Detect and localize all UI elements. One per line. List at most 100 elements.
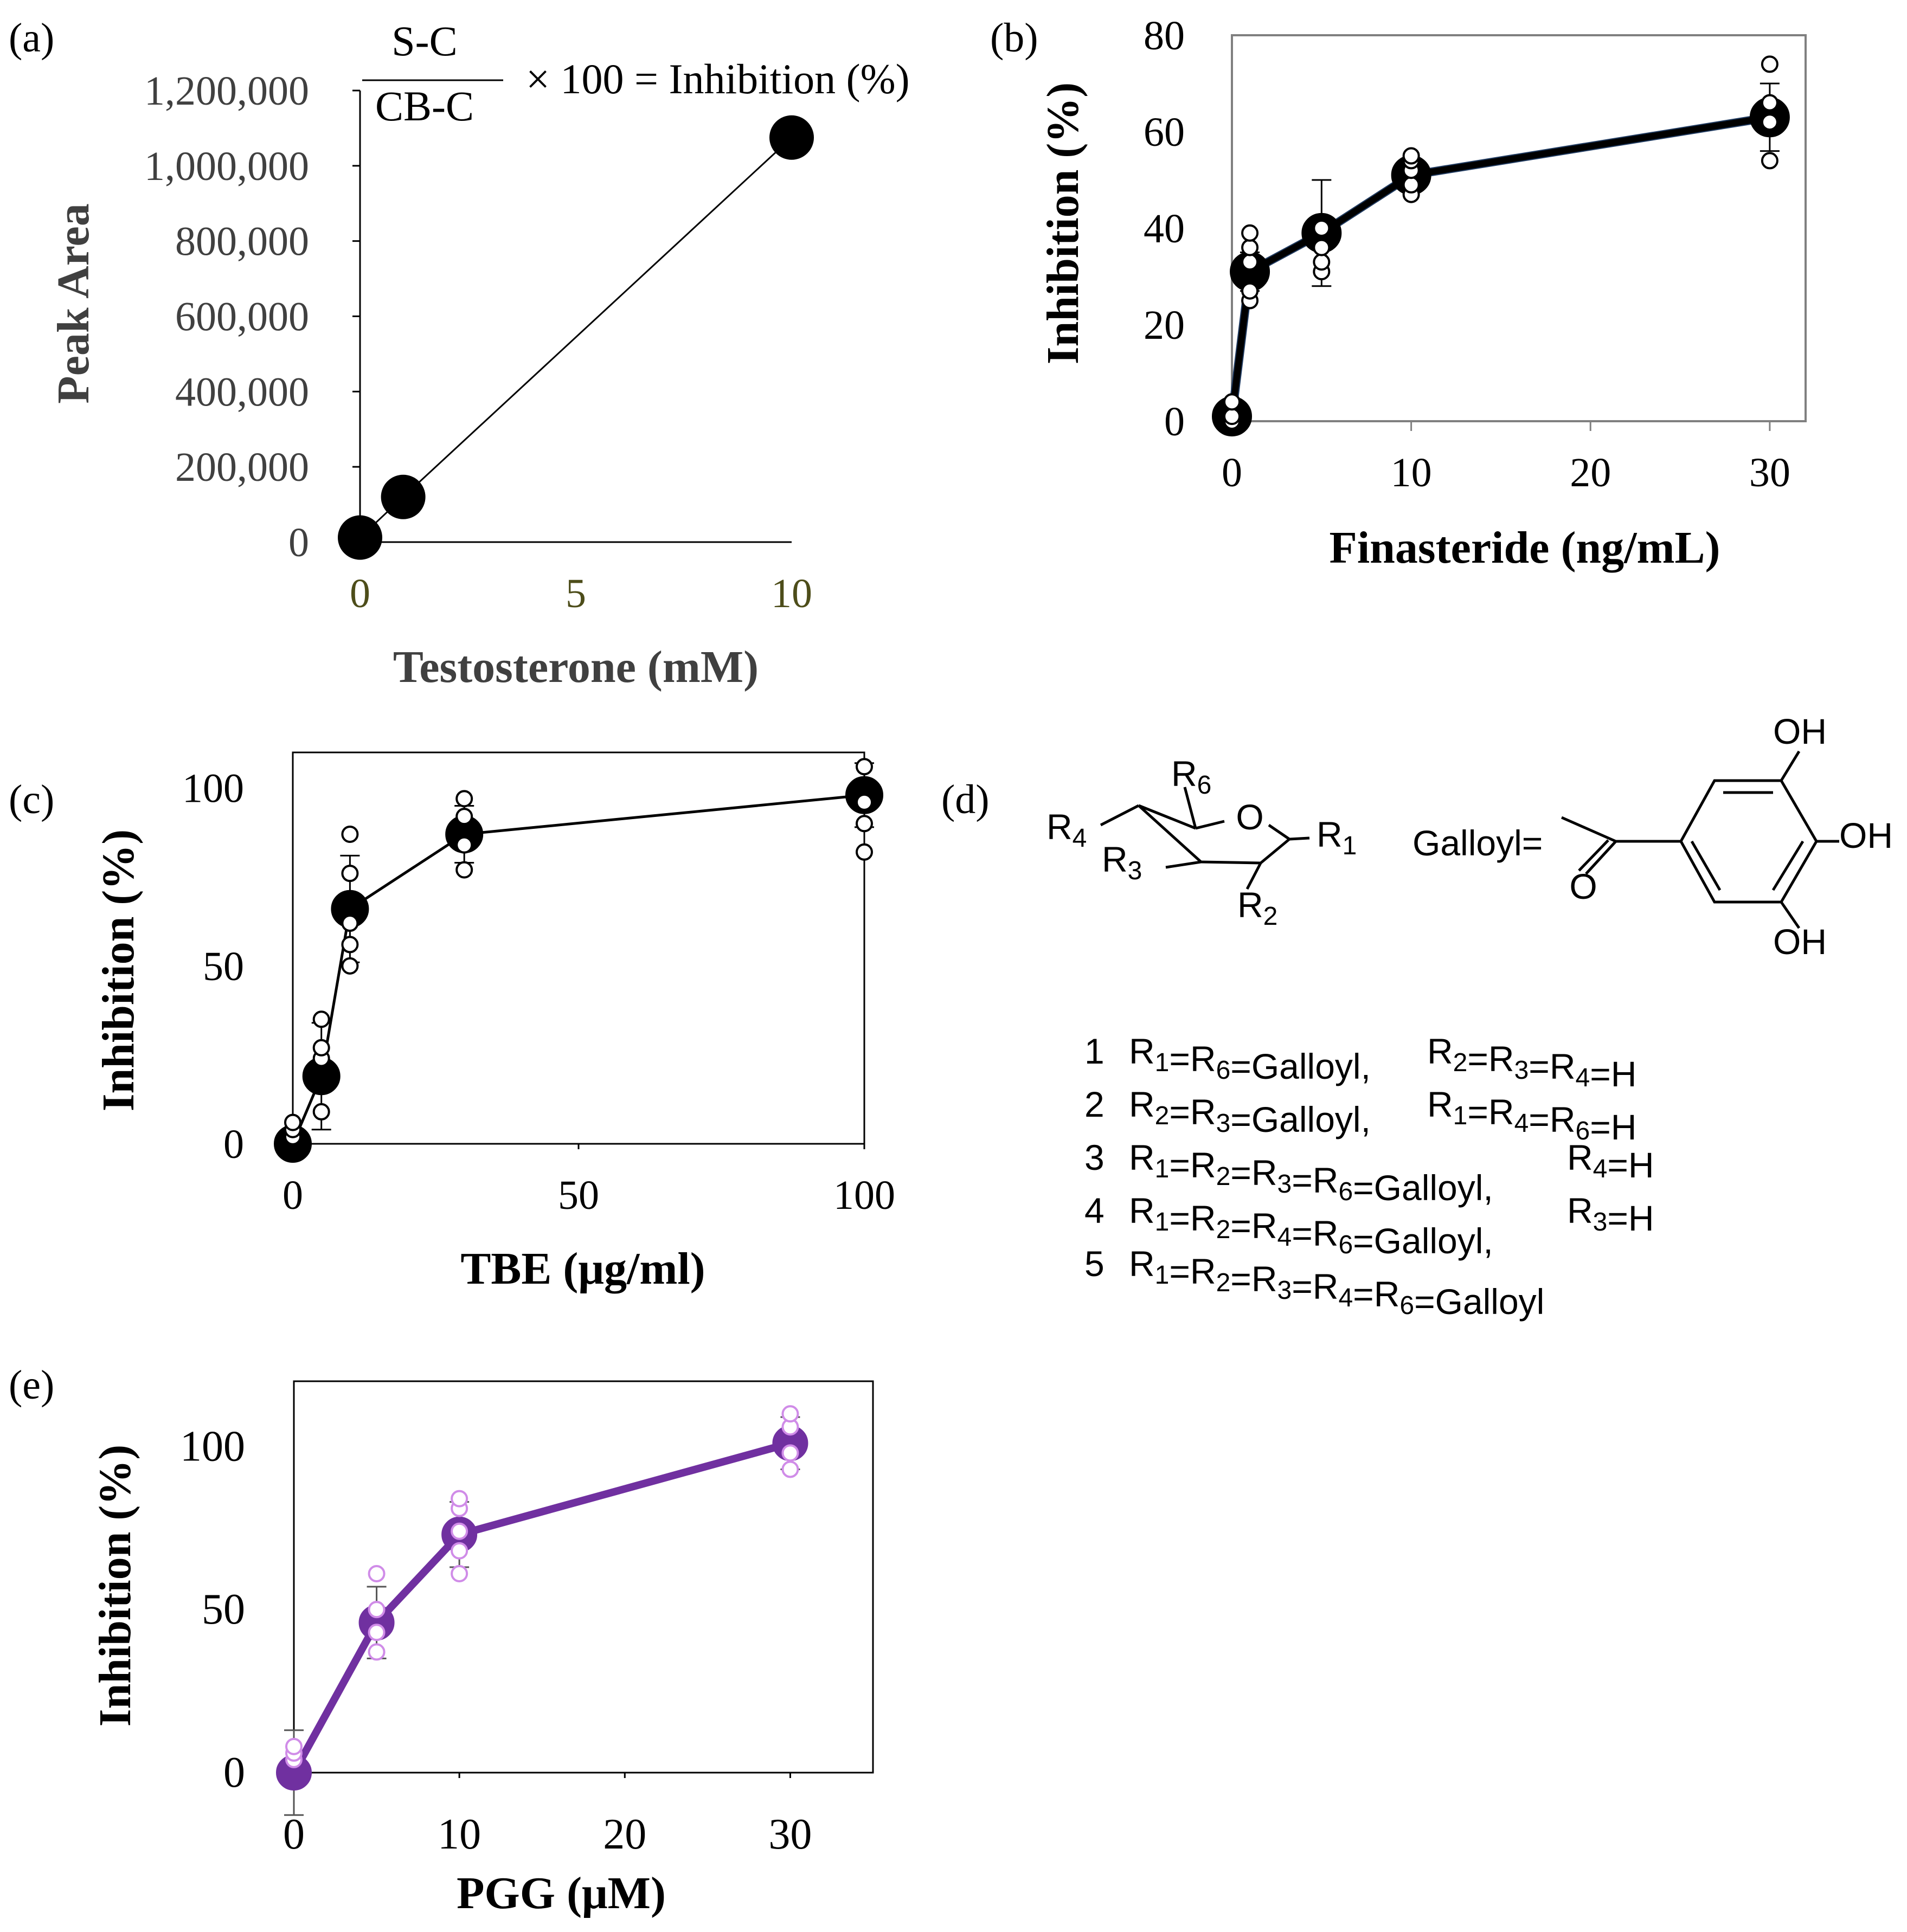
replicate-point — [455, 861, 473, 879]
replicate-point — [781, 1444, 799, 1462]
compound-5-a: R1=R2=R3=R4=R6=Galloyl — [1129, 1244, 1544, 1322]
y-tick-label: 60 — [1144, 110, 1185, 155]
compound-5: 5 R1=R2=R3=R4=R6=Galloyl — [1084, 1244, 1544, 1322]
replicate-point — [856, 793, 873, 811]
compound-1-a: R1=R6=Galloyl, — [1129, 1031, 1371, 1086]
glucose-core-structure — [1100, 787, 1310, 890]
replicate-point — [368, 1601, 386, 1619]
panel-c-plot-frame — [292, 751, 865, 1145]
panel-e-x-ticks: 0 10 20 30 — [283, 1773, 812, 1858]
compound-2-num: 2 — [1084, 1084, 1105, 1124]
replicate-point — [341, 865, 359, 883]
panel-d: (d) O R6 R4 R3 R1 R2 Galloyl= — [941, 711, 1893, 1322]
y-tick-label: 100 — [180, 1422, 245, 1470]
compound-list: 1 R1=R6=Galloyl, R2=R3=R4=H 2 R2=R3=Gall… — [1084, 1031, 1654, 1322]
panel-a-x-ticks: 0 5 10 — [350, 571, 812, 616]
y-tick-label: 20 — [1144, 302, 1185, 348]
replicate-point — [856, 843, 873, 861]
substituent-r6: R6 — [1171, 754, 1211, 800]
hydroxyl-top: OH — [1773, 711, 1827, 751]
x-tick-label: 0 — [283, 1811, 305, 1858]
panel-b-x-ticks: 0 10 20 30 — [1222, 421, 1790, 495]
replicate-point — [451, 1542, 468, 1560]
compound-4-b: R3=H — [1567, 1190, 1654, 1238]
compound-3-b: R4=H — [1567, 1137, 1654, 1185]
replicate-point — [1402, 176, 1420, 194]
replicate-point — [781, 1405, 799, 1423]
series-line — [290, 1439, 792, 1775]
replicate-point — [856, 758, 873, 776]
panel-e-x-label: PGG (μM) — [457, 1868, 666, 1918]
replicate-point — [312, 1103, 330, 1120]
compound-5-num: 5 — [1084, 1244, 1105, 1284]
panel-a-x-label: Testosterone (mM) — [393, 642, 759, 692]
compound-1-b: R2=R3=R4=H — [1427, 1031, 1636, 1094]
replicate-point — [284, 1113, 301, 1131]
compound-3: 3 R1=R2=R3=R6=Galloyl, R4=H — [1084, 1137, 1654, 1208]
y-tick-label: 600,000 — [175, 294, 309, 340]
galloyl-label: Galloyl= — [1412, 823, 1543, 863]
y-tick-label: 0 — [1164, 399, 1185, 445]
panel-b-y-label: Inhibition (%) — [1038, 82, 1088, 365]
panel-e-plot — [276, 1405, 808, 1816]
replicate-point — [1402, 147, 1420, 165]
replicate-point — [1241, 253, 1259, 271]
x-tick-label: 0 — [1222, 450, 1242, 495]
replicate-point — [312, 1039, 330, 1057]
panel-d-label: (d) — [941, 777, 990, 822]
replicate-point — [1313, 253, 1331, 271]
replicate-point — [1223, 393, 1241, 411]
compound-4-a: R1=R2=R4=R6=Galloyl, — [1129, 1190, 1493, 1261]
formula-denominator: CB-C — [375, 82, 474, 130]
y-tick-label: 0 — [223, 1749, 245, 1796]
replicate-point — [341, 936, 359, 954]
galloyl-structure — [1561, 750, 1839, 929]
panel-a-plot — [338, 115, 814, 560]
hydroxyl-bottom: OH — [1773, 922, 1827, 962]
formula-suffix: × 100 = Inhibition (%) — [526, 55, 910, 102]
y-tick-label: 1,000,000 — [144, 144, 309, 189]
replicate-point — [1241, 224, 1259, 242]
substituent-r2: R2 — [1237, 885, 1277, 931]
series-line — [291, 794, 865, 1144]
compound-3-a: R1=R2=R3=R6=Galloyl, — [1129, 1137, 1493, 1208]
panel-c-x-ticks: 0 50 100 — [282, 1144, 895, 1218]
hydroxyl-middle: OH — [1839, 815, 1893, 855]
replicate-point — [781, 1460, 799, 1478]
replicate-point — [1761, 113, 1778, 131]
replicate-point — [368, 1643, 386, 1661]
panel-a-y-ticks: 0 200,000 400,000 600,000 800,000 1,000,000 1,… — [144, 68, 360, 565]
replicate-point — [451, 1564, 468, 1582]
replicate-point — [1223, 408, 1241, 426]
panel-b-y-ticks: 0 20 40 60 80 — [1144, 13, 1185, 445]
replicate-point — [341, 957, 359, 975]
y-tick-label: 80 — [1144, 13, 1185, 59]
mean-point — [381, 474, 426, 519]
panel-b-plot-frame — [1231, 34, 1807, 422]
replicate-point — [455, 790, 473, 808]
panel-c-x-label: TBE (μg/ml) — [460, 1244, 705, 1294]
x-tick-label: 30 — [1749, 450, 1790, 495]
panel-b-plot — [1212, 55, 1790, 437]
compound-2-a: R2=R3=Galloyl, — [1129, 1084, 1371, 1139]
x-tick-label: 50 — [558, 1173, 599, 1218]
y-tick-label: 800,000 — [175, 219, 309, 265]
replicate-point — [1241, 239, 1259, 256]
replicate-point — [455, 808, 473, 826]
x-tick-label: 10 — [771, 571, 812, 616]
replicate-point — [1241, 282, 1259, 300]
carbonyl-oxygen: O — [1569, 866, 1597, 906]
substituent-r1: R1 — [1317, 814, 1357, 860]
replicate-point — [1761, 55, 1778, 73]
panel-c: (c) 0 50 100 0 50 100 Inhibition (%) TBE (μg… — [9, 751, 895, 1294]
substituent-r3: R3 — [1102, 839, 1142, 885]
panel-b: (b) 0 20 40 60 80 0 10 20 30 Inhibition (%) Fin… — [990, 13, 1807, 573]
replicate-point — [455, 836, 473, 854]
panel-e-label: (e) — [9, 1362, 54, 1408]
x-tick-label: 100 — [833, 1173, 895, 1218]
compound-1: 1 R1=R6=Galloyl, R2=R3=R4=H — [1084, 1031, 1636, 1094]
y-tick-label: 0 — [223, 1122, 244, 1167]
x-tick-label: 0 — [282, 1173, 303, 1218]
replicate-point — [341, 915, 359, 932]
